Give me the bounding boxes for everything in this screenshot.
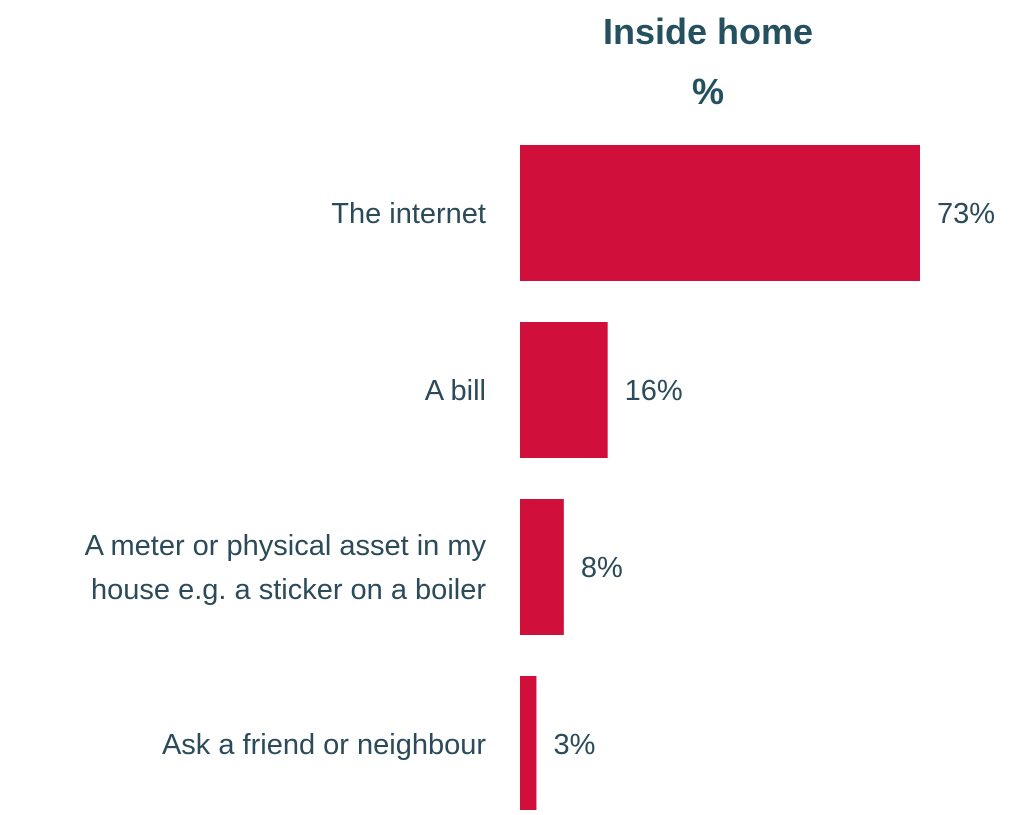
value-label-1: 16%: [625, 375, 683, 407]
category-label-line: A bill: [425, 375, 486, 407]
category-label-line: The internet: [331, 198, 486, 230]
chart-title: Inside home: [603, 11, 813, 52]
category-label-line: A meter or physical asset in my: [85, 530, 487, 562]
value-label-3: 3%: [553, 729, 595, 761]
category-label-line: Ask a friend or neighbour: [162, 729, 486, 761]
chart-subtitle: %: [692, 71, 724, 112]
bar-0: [520, 145, 920, 281]
bar-2: [520, 499, 564, 635]
category-label-line: house e.g. a sticker on a boiler: [91, 574, 486, 606]
value-label-2: 8%: [581, 552, 623, 584]
category-label-1: A bill: [425, 375, 486, 407]
bars-layer: 73% The internet 16% A bill 8% A meter or phy…: [85, 145, 995, 812]
category-label-0: The internet: [331, 198, 486, 230]
bar-3: [520, 676, 537, 812]
bar-1: [520, 322, 608, 458]
category-label-2: A meter or physical asset in my house e.g…: [85, 530, 487, 606]
value-label-0: 73%: [937, 198, 995, 230]
category-label-3: Ask a friend or neighbour: [162, 729, 486, 761]
